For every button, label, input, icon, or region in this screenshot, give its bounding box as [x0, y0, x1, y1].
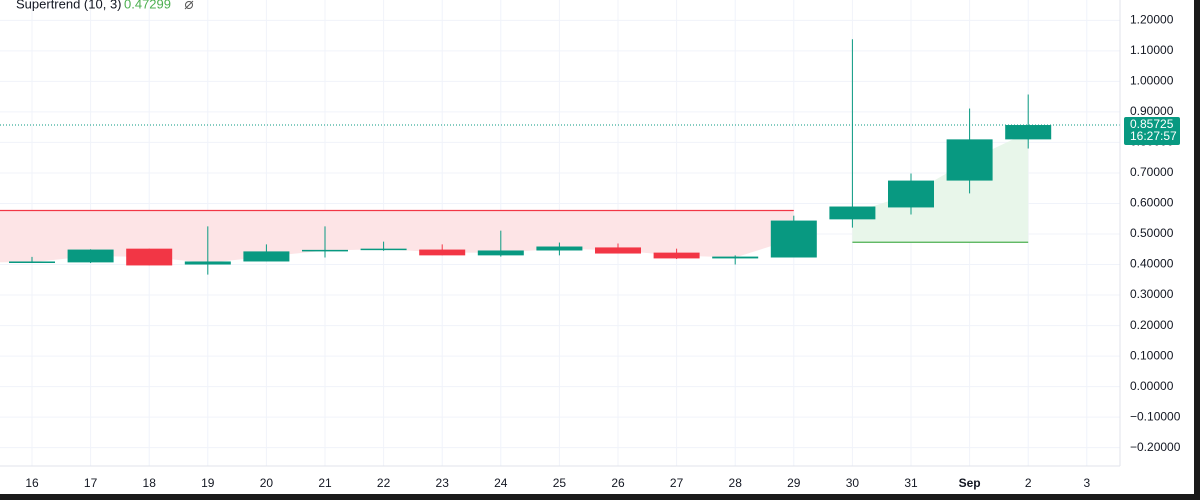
- y-tick-label: 0.70000: [1130, 165, 1174, 179]
- y-tick-label: 0.20000: [1130, 318, 1174, 332]
- price-label: 0.85725: [1130, 117, 1174, 131]
- x-tick-label: 3: [1083, 476, 1090, 490]
- plot: [0, 39, 1120, 275]
- candle-body: [9, 261, 55, 263]
- hidden-icon[interactable]: [184, 0, 194, 10]
- candle-body: [126, 248, 173, 266]
- x-tick-label: 25: [553, 476, 567, 490]
- candle-body: [770, 220, 817, 258]
- candle-body: [595, 247, 641, 254]
- x-tick-label: 18: [143, 476, 157, 490]
- y-tick-label: 0.60000: [1130, 196, 1174, 210]
- candle-body: [184, 261, 231, 265]
- x-tick-label: 31: [904, 476, 918, 490]
- candle-body: [243, 251, 290, 262]
- y-tick-label: 0.40000: [1130, 257, 1174, 271]
- x-tick-label: 19: [201, 476, 215, 490]
- countdown-label: 16:27:57: [1130, 129, 1177, 143]
- x-tick-label: 23: [436, 476, 450, 490]
- candle-body: [302, 249, 348, 252]
- x-tick-label: 17: [84, 476, 98, 490]
- x-tick-label: 16: [25, 476, 39, 490]
- y-tick-label: 0.00000: [1130, 379, 1174, 393]
- x-tick-label: 27: [670, 476, 684, 490]
- y-tick-label: 0.30000: [1130, 287, 1174, 301]
- candle-body: [653, 252, 700, 259]
- candle-body: [829, 206, 876, 220]
- x-tick-label: 2: [1025, 476, 1032, 490]
- x-tick-label: 22: [377, 476, 391, 490]
- candle-body: [419, 249, 466, 256]
- y-tick-label: 0.90000: [1130, 104, 1174, 118]
- price-label-box: [1124, 116, 1180, 145]
- y-tick-label: 1.10000: [1130, 43, 1174, 57]
- candle-body: [360, 248, 407, 251]
- x-tick-label: 28: [729, 476, 743, 490]
- x-tick-label: 29: [787, 476, 801, 490]
- indicator-value: 0.47299: [124, 0, 171, 11]
- trend-fill: [0, 210, 794, 263]
- candle-body: [946, 139, 993, 181]
- frame-right: [1194, 0, 1200, 500]
- frame-bottom: [0, 494, 1200, 500]
- indicator-name: Supertrend (10, 3): [16, 0, 122, 11]
- axes: 1.200001.100001.000000.900000.800000.700…: [25, 12, 1180, 490]
- x-tick-label: 20: [260, 476, 274, 490]
- x-tick-label: 21: [318, 476, 332, 490]
- x-tick-label: Sep: [959, 476, 981, 490]
- candle-body: [67, 249, 114, 263]
- x-tick-label: 24: [494, 476, 508, 490]
- y-tick-label: 0.50000: [1130, 226, 1174, 240]
- candle-body: [1005, 125, 1052, 140]
- y-tick-label: 1.00000: [1130, 74, 1174, 88]
- y-tick-label: 0.10000: [1130, 348, 1174, 362]
- y-tick-label: −0.20000: [1130, 440, 1181, 454]
- candle-body: [712, 256, 759, 259]
- candle-body: [888, 180, 934, 208]
- candle-body: [536, 246, 583, 251]
- candle-body: [477, 250, 524, 256]
- x-tick-label: 26: [611, 476, 625, 490]
- x-tick-label: 30: [846, 476, 860, 490]
- y-tick-label: 1.20000: [1130, 12, 1174, 26]
- y-tick-label: −0.10000: [1130, 409, 1181, 423]
